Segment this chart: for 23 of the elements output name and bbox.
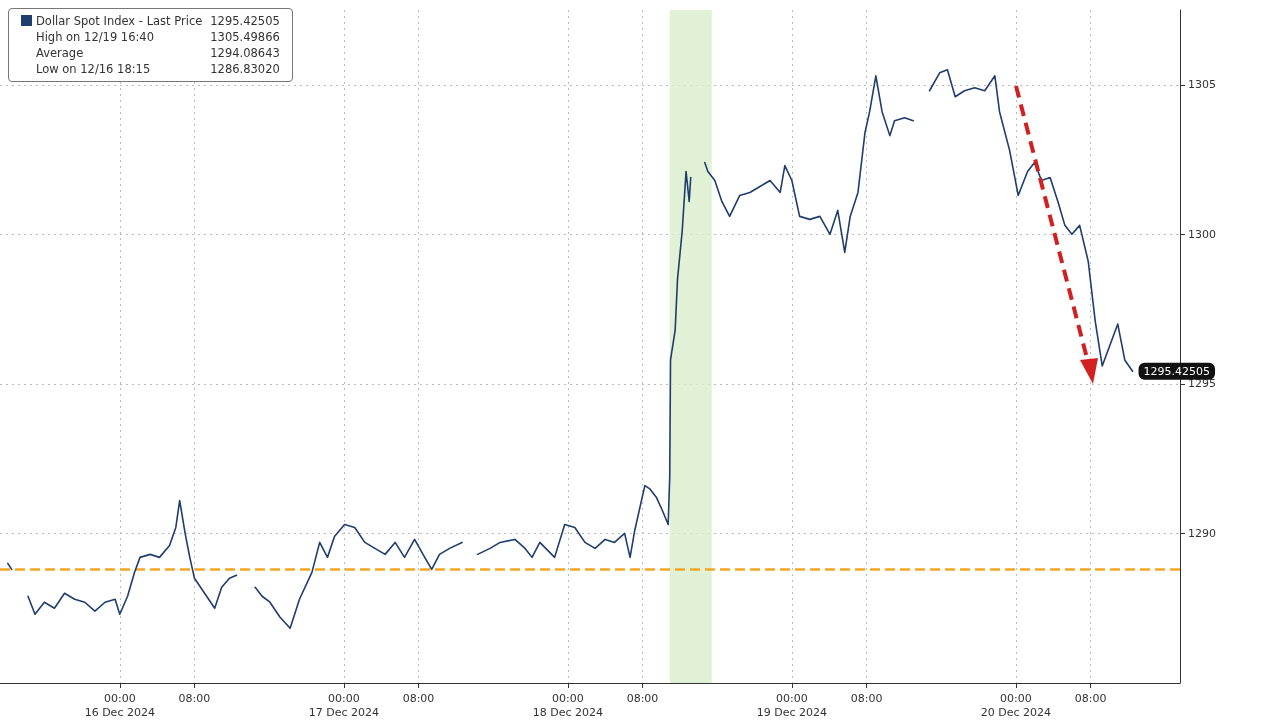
x-tick-label: 00:00 19 Dec 2024	[756, 691, 827, 719]
x-tick-label: 00:00 16 Dec 2024	[84, 691, 155, 719]
x-tick-label: 00:00 17 Dec 2024	[308, 691, 379, 719]
x-tick-label: 08:00	[402, 691, 435, 705]
x-tick-label: 08:00	[626, 691, 659, 705]
y-tick-label: 1295	[1188, 377, 1216, 391]
annotation: 1286.83020	[209, 61, 281, 77]
x-tick-label: 08:00	[178, 691, 211, 705]
annotation: Average	[35, 45, 85, 61]
annotation: 1294.08643	[209, 45, 281, 61]
text: 1295.42505	[210, 14, 280, 28]
annotation: High on 12/19 16:40	[35, 29, 155, 45]
y-tick-label: 1305	[1188, 78, 1216, 92]
x-tick-label: 00:00 18 Dec 2024	[532, 691, 603, 719]
annotation: 1305.49866	[209, 29, 281, 45]
annotation: Low on 12/16 18:15	[35, 61, 152, 77]
x-tick-label: 08:00	[1074, 691, 1107, 705]
x-tick-label: 08:00	[850, 691, 883, 705]
x-tick-label: 00:00 20 Dec 2024	[980, 691, 1052, 719]
data-label: 1295.42505	[1143, 364, 1211, 378]
y-tick-label: 1300	[1188, 227, 1216, 241]
y-tick-label: 1290	[1188, 526, 1216, 540]
legend-label: Dollar Spot Index - Last Price	[35, 13, 204, 29]
